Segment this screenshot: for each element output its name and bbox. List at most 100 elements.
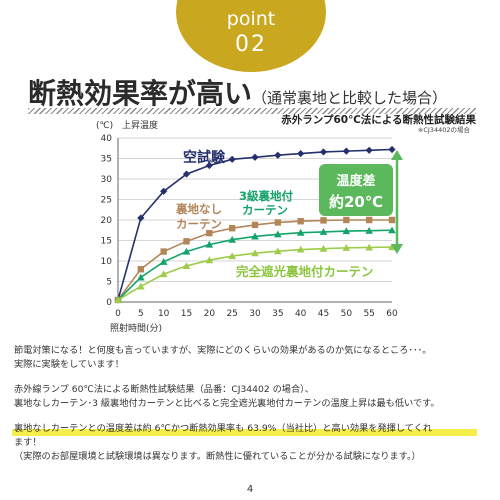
x-tick-label: 35 (272, 309, 283, 319)
x-tick-label: 50 (341, 309, 353, 319)
data-point (251, 232, 259, 240)
data-point (205, 256, 214, 264)
data-point (206, 229, 213, 237)
temp-diff-line2: 約20℃ (329, 193, 383, 211)
x-tick-label: 20 (204, 309, 216, 319)
x-tick-label: 15 (181, 309, 192, 319)
x-tick-labels: 0 5 10 15 20 25 30 35 40 45 50 55 60 (115, 309, 398, 319)
x-tick-label: 10 (158, 309, 170, 319)
y-tick-label: 15 (101, 237, 112, 247)
x-axis-label: 照射時間(分) (110, 322, 162, 334)
y-tick-label: 10 (101, 257, 113, 267)
data-point (342, 227, 351, 235)
data-point (388, 226, 396, 234)
data-point (137, 273, 145, 281)
data-point (160, 248, 167, 255)
data-point (228, 252, 236, 260)
data-point (296, 245, 305, 253)
data-point (319, 244, 328, 252)
data-point (137, 282, 145, 290)
y-tick-label: 0 (106, 298, 112, 308)
headline-sub: （通常裏地と比較した場合） (252, 89, 448, 107)
headline-rule (28, 108, 476, 114)
data-point (365, 216, 373, 224)
y-tick-label: 20 (101, 216, 113, 226)
headline-main: 断熱効果率が高い (28, 77, 253, 110)
temp-diff-arrow-up (391, 150, 403, 160)
data-point (342, 244, 351, 251)
data-point (137, 266, 145, 273)
y-axis-unit: (℃) (96, 121, 113, 131)
data-point (388, 216, 396, 224)
data-point (274, 151, 282, 159)
y-tick-label: 25 (101, 196, 112, 206)
data-point (297, 149, 305, 158)
data-point (137, 214, 145, 222)
temp-diff-line1: 温度差 (336, 173, 375, 189)
series-line-1 (117, 219, 392, 301)
x-tick-label: 60 (386, 309, 398, 319)
x-tick-label: 45 (318, 309, 329, 319)
body-p3-line1-text: 裏地なしカーテンとの温度差は約 6℃かつ断熱効果率も 63.9%（当社比）と高い… (14, 423, 433, 434)
data-point (182, 170, 191, 178)
data-point (388, 145, 396, 154)
data-point (228, 235, 236, 243)
highlight-marker: 裏地なしカーテンとの温度差は約 6℃かつ断熱効果率も 63.9%（当社比）と高い… (12, 422, 477, 436)
data-point (296, 228, 305, 236)
chart-axes (117, 138, 392, 303)
y-tick-labels: 0 5 10 15 20 25 30 35 40 (101, 134, 113, 308)
data-point (205, 161, 213, 170)
y-axis-label: 上昇温度 (122, 119, 158, 131)
data-point (343, 216, 350, 224)
data-point (251, 249, 259, 257)
y-tick-label: 5 (106, 278, 112, 288)
x-tick-label: 30 (249, 309, 261, 319)
data-point (365, 146, 373, 154)
y-tick-label: 40 (101, 134, 113, 144)
data-point (251, 221, 259, 229)
data-point (274, 247, 282, 255)
data-point (320, 217, 327, 224)
body-p2-line2: 裏地なしカーテン･3 級裏地付カーテンと比べると完全遮光裏地付カーテンの温度上昇… (14, 398, 440, 409)
y-tick-label: 35 (101, 155, 112, 165)
x-tick-label: 0 (115, 309, 121, 319)
series-label-nolining-1: 裏地なし (175, 202, 222, 216)
series-label-grade3-1: 3級裏地付 (239, 189, 294, 203)
data-point (159, 258, 168, 265)
data-point (182, 262, 191, 269)
badge-number: 02 (235, 32, 267, 57)
data-point (319, 148, 328, 156)
body-p3-line1: 裏地なしカーテンとの温度差は約 6℃かつ断熱効果率も 63.9%（当社比）と高い… (12, 422, 490, 436)
body-p2-line1: 赤外線ランプ 60℃法による断熱性試験結果（品番：CJ34402 の場合）、 (14, 384, 314, 395)
data-point (319, 228, 328, 235)
data-point (365, 226, 373, 234)
chart-title: 赤外ランプ60℃法による断熱性試験結果 (281, 114, 476, 126)
series-label-blank: 空試験 (183, 149, 226, 166)
data-point (114, 296, 122, 303)
data-point (228, 155, 236, 163)
series-label-nolining-2: カーテン (176, 217, 222, 231)
temp-diff-box (319, 164, 393, 216)
body-text: 節電対策になる！と何度も言っていますが、実際にどのくらいの効果があるのか気になる… (12, 344, 490, 464)
chart-note: ※CJ34402の場合 (417, 126, 470, 134)
x-tick-label: 25 (226, 309, 237, 319)
body-p1-line2: 実際に実験をしています！ (14, 359, 124, 370)
body-p3-line3: （実際のお部屋環境と試験環境は異なります。断熱性に優れていることが分かる試験にな… (14, 451, 421, 462)
chart: 0 5 10 15 20 25 30 35 40 0 5 10 15 20 25 30 35 40 45 50 55 6… (96, 119, 403, 334)
body-p3-line2: ます！ (14, 437, 42, 448)
data-point (205, 240, 214, 248)
series-label-blackout: 完全遮光裏地付カーテン (236, 264, 374, 279)
body-p1-line1: 節電対策になる！と何度も言っていますが、実際にどのくらいの効果があるのか気になる… (14, 345, 432, 356)
x-tick-label: 5 (138, 309, 144, 319)
headline: 断熱効果率が高い（通常裏地と比較した場合） (28, 72, 488, 112)
data-point (160, 187, 168, 195)
x-tick-label: 55 (363, 309, 374, 319)
data-point (365, 243, 373, 251)
data-point (342, 147, 350, 155)
page-number: 4 (246, 484, 254, 495)
data-point (182, 247, 191, 255)
data-point (274, 230, 282, 238)
data-point (251, 153, 259, 161)
y-tick-label: 30 (101, 175, 113, 185)
series-label-grade3-2: カーテン (242, 203, 288, 217)
